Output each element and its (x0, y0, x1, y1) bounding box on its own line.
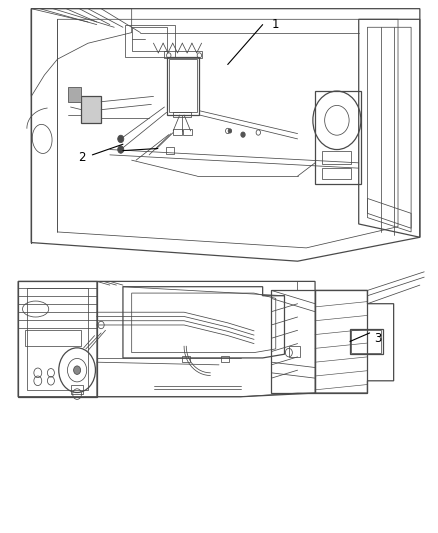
Bar (169, 59, 197, 112)
Bar (183, 130, 192, 135)
Text: 2: 2 (78, 151, 86, 164)
Circle shape (118, 146, 124, 154)
Circle shape (241, 133, 245, 137)
Bar (182, 356, 190, 362)
Bar (125, 25, 175, 56)
Circle shape (228, 129, 232, 133)
Bar (351, 330, 381, 353)
Bar (350, 329, 383, 354)
Bar (166, 148, 173, 154)
Circle shape (118, 135, 124, 143)
Bar (164, 51, 201, 58)
Text: 1: 1 (272, 18, 279, 31)
Bar (315, 91, 361, 184)
Bar (81, 96, 101, 123)
Bar (68, 87, 81, 102)
Bar (132, 27, 166, 51)
Bar (25, 330, 81, 346)
Bar (173, 112, 191, 117)
Bar (322, 151, 351, 164)
Circle shape (74, 366, 81, 374)
Bar (173, 130, 182, 135)
Bar (322, 168, 351, 179)
Bar (289, 346, 300, 357)
Text: 3: 3 (374, 332, 381, 345)
Bar (221, 356, 229, 362)
Bar (71, 384, 83, 394)
Bar (166, 56, 199, 115)
